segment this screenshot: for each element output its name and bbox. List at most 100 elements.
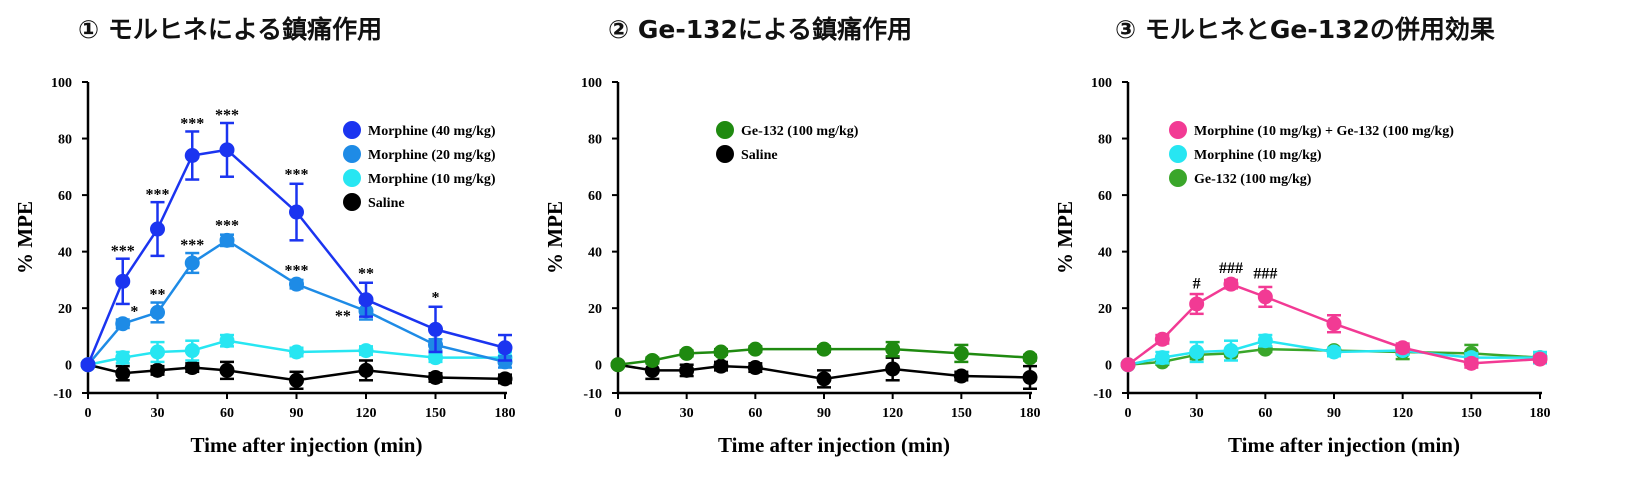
data-point [497, 354, 513, 370]
panel-title-2: ② Ge-132による鎮痛作用 [608, 15, 913, 44]
x-tick-label: 90 [817, 406, 831, 421]
x-axis-label: Time after injection (min) [1228, 433, 1460, 457]
legend-label: Saline [741, 148, 778, 163]
x-tick-label: 60 [748, 406, 762, 421]
y-tick-label: 20 [588, 302, 602, 317]
data-point [1395, 340, 1411, 356]
legend-label: Morphine (20 mg/kg) [368, 148, 496, 163]
significance-marker: * [432, 290, 440, 307]
legend-marker [716, 145, 734, 163]
significance-marker: *** [215, 107, 239, 124]
legend-label: Morphine (10 mg/kg) [368, 172, 496, 187]
y-tick-label: 100 [51, 76, 72, 91]
data-point [953, 345, 969, 361]
significance-marker: ### [1253, 265, 1277, 282]
data-point [644, 352, 660, 368]
x-tick-label: 60 [1258, 406, 1272, 421]
data-point [428, 350, 443, 366]
data-point [713, 344, 729, 360]
y-tick-label: -10 [583, 387, 602, 402]
data-point [1154, 350, 1170, 366]
legend-label: Morphine (10 mg/kg) + Ge-132 (100 mg/kg) [1194, 124, 1454, 139]
x-tick-label: 120 [1392, 406, 1413, 421]
data-point [679, 362, 695, 378]
x-tick-label: 180 [495, 406, 516, 421]
data-point [1326, 344, 1342, 360]
significance-marker: *** [180, 116, 204, 133]
significance-marker: # [1193, 275, 1201, 292]
y-axis-label: % MPE [13, 201, 37, 274]
significance-marker: ** [335, 308, 351, 325]
x-tick-label: 0 [85, 406, 92, 421]
data-point [219, 232, 235, 248]
x-tick-label: 30 [680, 406, 694, 421]
data-point [289, 372, 304, 388]
data-point [428, 321, 443, 337]
data-point [219, 362, 235, 378]
y-tick-label: 40 [588, 246, 602, 261]
x-tick-label: 60 [220, 406, 234, 421]
x-tick-label: 150 [951, 406, 972, 421]
legend-marker [1169, 169, 1187, 187]
data-point [713, 358, 729, 374]
data-point [115, 350, 131, 366]
x-tick-label: 90 [290, 406, 304, 421]
data-point [1154, 331, 1170, 347]
x-tick-label: 0 [1125, 406, 1132, 421]
x-tick-label: 180 [1530, 406, 1551, 421]
significance-marker: *** [215, 217, 239, 234]
data-point [816, 341, 832, 357]
chart-2: -10 0 20 40 60 80 100 0 30 60 90 120 150 180 Time afte… [543, 76, 1041, 457]
y-tick-label: 40 [1098, 246, 1112, 261]
legend-label: Ge-132 (100 mg/kg) [741, 124, 859, 139]
panel-title-3: ③ モルヒネとGe-132の併用効果 [1115, 15, 1495, 44]
data-point [184, 148, 200, 164]
series-2 [1120, 333, 1548, 373]
y-tick-label: 20 [1098, 302, 1112, 317]
data-point [747, 341, 763, 357]
y-tick-label: 100 [581, 76, 602, 91]
data-point [115, 365, 131, 381]
chart-3: -10 0 20 40 60 80 100 0 30 60 90 120 150 180 Time afte… [1053, 76, 1551, 457]
legend-marker [1169, 121, 1187, 139]
data-point [184, 255, 200, 271]
y-tick-label: -10 [1093, 387, 1112, 402]
significance-marker: ** [150, 287, 166, 304]
x-tick-label: 150 [1461, 406, 1482, 421]
data-point [1257, 289, 1273, 305]
y-tick-label: 80 [1098, 133, 1112, 148]
data-point [1022, 350, 1038, 366]
y-tick-label: 80 [58, 133, 72, 148]
legend-label: Ge-132 (100 mg/kg) [1194, 172, 1312, 187]
legend-marker [343, 145, 361, 163]
y-tick-label: 60 [588, 189, 602, 204]
data-point [497, 371, 513, 387]
data-point [289, 204, 304, 220]
significance-marker: * [130, 304, 138, 321]
data-point [184, 343, 200, 359]
significance-marker: ### [1219, 260, 1243, 277]
data-point [115, 316, 131, 332]
data-point [1257, 333, 1273, 349]
y-tick-label: 60 [58, 189, 72, 204]
data-point [150, 221, 165, 237]
data-point [358, 362, 374, 378]
data-point [747, 360, 763, 376]
data-point [289, 276, 304, 292]
x-tick-label: 90 [1327, 406, 1341, 421]
legend-marker [1169, 145, 1187, 163]
x-tick-label: 30 [1190, 406, 1204, 421]
data-point [679, 345, 695, 361]
x-tick-label: 180 [1020, 406, 1041, 421]
data-point [885, 341, 901, 357]
data-point [150, 344, 165, 360]
legend-label: Saline [368, 196, 405, 211]
data-point [1189, 296, 1205, 312]
x-axis-label: Time after injection (min) [191, 433, 423, 457]
data-point [1223, 276, 1239, 292]
data-point [80, 357, 96, 373]
series-1 [1120, 276, 1548, 373]
data-point [184, 360, 200, 376]
y-tick-label: 100 [1091, 76, 1112, 91]
